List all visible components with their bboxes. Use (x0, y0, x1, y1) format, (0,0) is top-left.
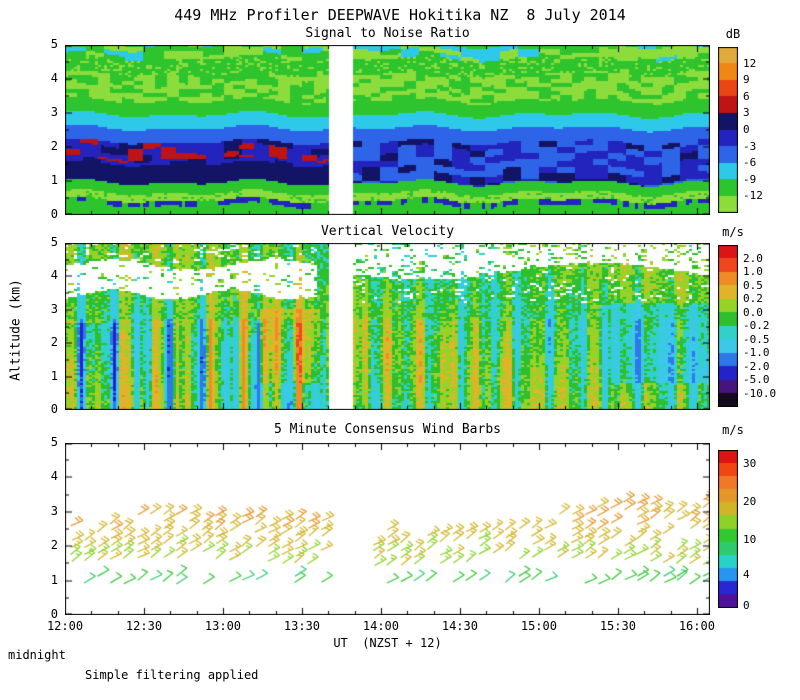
vv-units-label: m/s (722, 225, 744, 239)
filter-note: Simple filtering applied (85, 668, 259, 682)
snr-heatmap-canvas (65, 45, 710, 215)
midnight-label: midnight (8, 648, 66, 662)
vv-heatmap-canvas (65, 243, 710, 410)
y-tick-label: 1 (50, 368, 58, 383)
y-tick-label: 2 (50, 139, 58, 153)
colorbar-tick-label: -9 (743, 172, 757, 186)
colorbar-tick-label: 12 (743, 56, 757, 70)
y-tick-label: 1 (50, 572, 58, 587)
snr-colorbar (718, 47, 738, 213)
y-tick-label: 0 (50, 402, 58, 416)
colorbar-tick-label: 0 (743, 123, 750, 136)
colorbar-tick-label: -0.2 (743, 319, 770, 332)
colorbar-tick-label: -6 (743, 156, 757, 170)
wind-colorbar (718, 450, 738, 608)
colorbar-tick-label: 20 (743, 495, 757, 509)
y-tick-label: 5 (50, 435, 58, 449)
x-tick-label: 12:00 (46, 619, 84, 633)
snr-units-label: dB (725, 27, 741, 41)
colorbar-tick-label: 30 (743, 457, 757, 471)
colorbar-tick-label: 0 (743, 598, 750, 612)
y-tick-label: 3 (50, 503, 58, 518)
colorbar-tick-label: -10.0 (743, 386, 777, 400)
x-tick-label: 15:30 (599, 619, 636, 633)
y-tick-label: 5 (50, 37, 58, 51)
colorbar-tick-label: 6 (743, 89, 750, 103)
barbs-units-label: m/s (722, 423, 744, 437)
colorbar-tick-label: 1.0 (743, 265, 763, 278)
colorbar-tick-label: -3 (743, 139, 757, 153)
colorbar-tick-label: -0.5 (743, 332, 770, 346)
colorbar-tick-label: -2.0 (743, 359, 770, 373)
y-tick-label: 0 (50, 207, 58, 221)
colorbar-tick-label: 10 (743, 533, 757, 547)
y-tick-label: 4 (50, 268, 58, 283)
y-tick-label: 2 (50, 538, 58, 553)
colorbar-tick-label: -1.0 (743, 346, 770, 359)
x-tick-label: 14:30 (441, 619, 478, 633)
wind-barbs-canvas (65, 443, 710, 615)
colorbar-tick-label: 0.5 (743, 278, 763, 292)
x-tick-label: 13:00 (204, 619, 242, 633)
y-tick-label: 0 (50, 607, 58, 621)
barbs-panel-title: 5 Minute Consensus Wind Barbs (274, 422, 501, 437)
x-tick-label: 12:30 (125, 619, 163, 633)
time-axis-label: UT (NZST + 12) (333, 636, 442, 650)
colorbar-tick-label: 9 (743, 73, 750, 87)
x-tick-label: 13:30 (283, 619, 321, 633)
altitude-axis-label: Altitude (km) (8, 279, 24, 381)
colorbar-tick-label: -12 (743, 189, 763, 203)
vv-panel-title: Vertical Velocity (320, 224, 455, 239)
x-tick-label: 14:00 (362, 619, 399, 633)
vv-colorbar (718, 245, 738, 407)
colorbar-tick-label: 0.2 (743, 292, 763, 305)
y-tick-label: 1 (50, 173, 58, 187)
y-tick-label: 5 (50, 235, 58, 249)
snr-panel-title: Signal to Noise Ratio (305, 26, 470, 41)
colorbar-tick-label: 4 (743, 567, 750, 581)
y-tick-label: 4 (50, 71, 58, 85)
y-tick-label: 2 (50, 335, 58, 350)
colorbar-tick-label: 3 (743, 106, 750, 120)
colorbar-tick-label: 2.0 (743, 251, 763, 265)
figure-title: 449 MHz Profiler DEEPWAVE Hokitika NZ 8 … (174, 6, 626, 24)
x-tick-label: 15:00 (520, 619, 557, 633)
y-tick-label: 3 (50, 105, 58, 119)
x-tick-label: 16:00 (678, 619, 715, 633)
y-tick-label: 4 (50, 469, 58, 484)
colorbar-tick-label: -5.0 (743, 373, 770, 386)
y-tick-label: 3 (50, 301, 58, 316)
colorbar-tick-label: 0.0 (743, 305, 763, 319)
